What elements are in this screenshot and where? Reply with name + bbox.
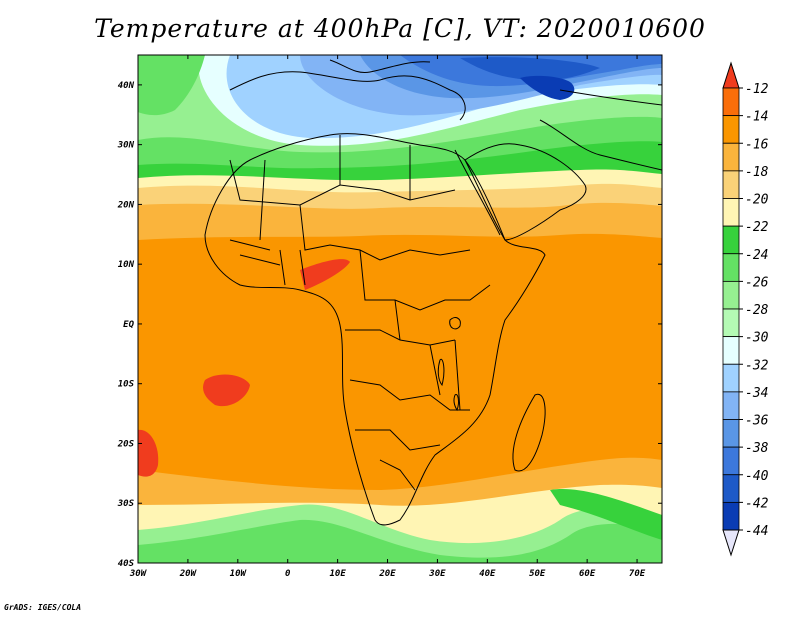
map-frame [137,54,663,564]
lat-tick-label: 10N [118,260,135,270]
colorbar-label: -36 [745,414,769,429]
colorbar-label: -12 [745,82,769,97]
country-borders [204,59,662,526]
colorbar-label: -38 [745,441,769,456]
lat-tick-label: 20N [117,200,135,210]
lat-tick-label: EQ [123,320,134,330]
axis-ticks [137,55,662,564]
colorbar-top-arrow [722,61,740,89]
colorbar-bottom-arrow [722,529,740,557]
colorbar-swatch [722,170,740,199]
colorbar-label: -16 [745,137,769,152]
colorbar-label: -22 [745,220,769,235]
colorbar-swatch [722,87,740,117]
footer-credit: GrADS: IGES/COLA [4,603,82,612]
colorbar-label: -40 [745,469,769,484]
lon-tick-label: 10W [230,569,248,579]
lon-tick-label: 20W [179,569,198,579]
colorbar-swatch [722,336,740,365]
lon-tick-label: 10E [329,569,346,579]
colorbar-label: -30 [745,331,769,346]
colorbar-swatch [722,198,740,227]
colorbar-swatch [722,142,740,172]
colorbar-label: -14 [745,110,768,125]
axis-tick-labels: 30W 20W 10W 0 10E 20E 30E 40E 50E 60E 70E 40N 30N 20N… [117,81,646,579]
lon-tick-label: 0 [285,569,291,579]
colorbar-swatch [722,474,740,503]
colorbar-swatch [722,308,740,338]
lon-tick-label: 30W [129,569,148,579]
lon-tick-label: 20E [378,569,396,579]
colorbar-swatch [722,391,740,420]
lon-tick-label: 50E [529,569,546,579]
colorbar-label: -18 [745,165,769,180]
lat-tick-label: 20S [117,439,135,449]
lat-tick-label: 40N [118,81,135,91]
colorbar-label: -44 [745,524,768,539]
colorbar-swatch [722,280,740,310]
lon-tick-label: 60E [579,569,596,579]
colorbar-swatch [722,115,740,144]
colorbar-label: -20 [745,193,769,208]
temperature-field [138,55,662,563]
colorbar: -12 -14 -16 -18 -20 -22 -24 -26 -28 -30 -32 -34 -36 -… [722,61,769,557]
colorbar-label: -26 [745,275,769,290]
colorbar-label: -28 [745,303,769,318]
lat-tick-label: 30S [117,499,135,509]
lon-tick-label: 70E [629,569,646,579]
lat-tick-label: 10S [118,380,135,390]
colorbar-label: -42 [745,496,769,511]
colorbar-swatch [722,501,740,531]
colorbar-label: -24 [745,248,768,263]
lat-tick-label: 30N [117,141,135,151]
lon-tick-label: 40E [479,569,496,579]
colorbar-label: -34 [745,386,768,401]
colorbar-swatch [722,446,740,476]
lat-tick-label: 40S [118,559,135,569]
colorbar-swatch [722,363,740,393]
map-title: Temperature at 400hPa [C], VT: 202001060… [94,14,706,43]
lon-tick-label: 30E [428,569,446,579]
colorbar-swatch [722,225,740,255]
colorbar-label: -32 [745,358,769,373]
colorbar-swatch [722,419,740,448]
colorbar-swatch [722,253,740,282]
